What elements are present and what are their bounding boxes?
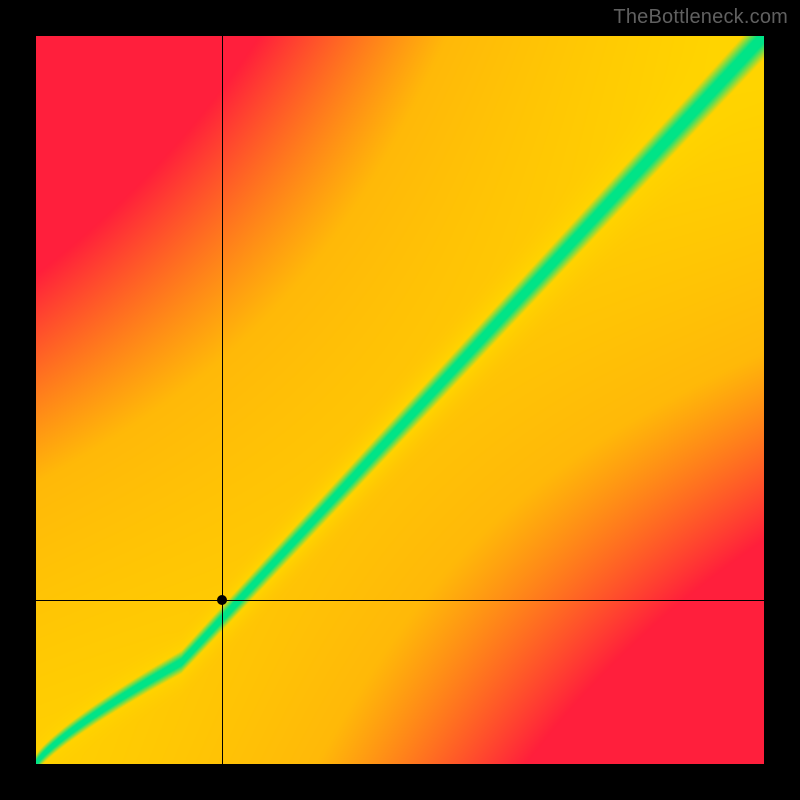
crosshair-horizontal [36,600,764,601]
heatmap-canvas [36,36,764,764]
watermark-text: TheBottleneck.com [613,6,788,29]
plot-area [36,36,764,764]
chart-container: TheBottleneck.com [0,0,800,800]
crosshair-vertical [222,36,223,764]
crosshair-marker [217,595,227,605]
